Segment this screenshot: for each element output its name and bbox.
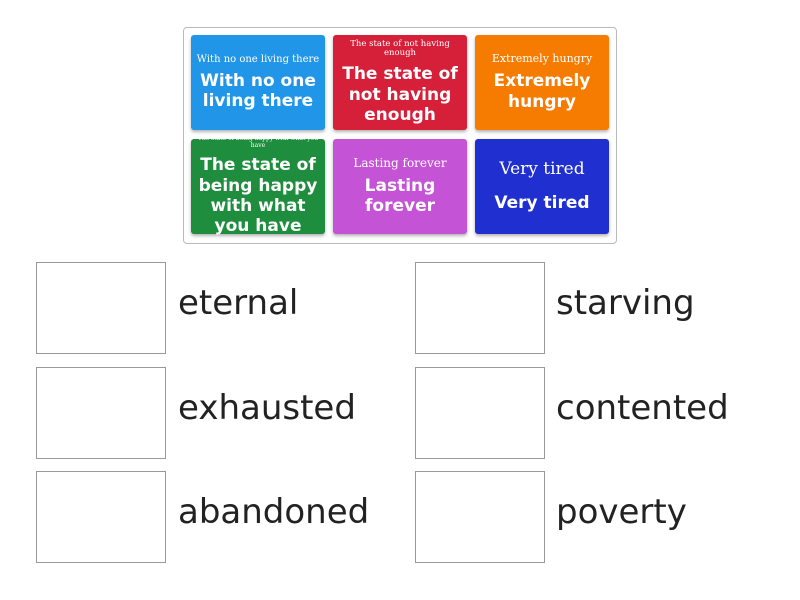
tile-text: Extremely hungry	[493, 71, 591, 112]
target-label: abandoned	[178, 492, 370, 532]
target-label: starving	[556, 283, 695, 323]
answer-tile[interactable]: Very tired Very tired	[475, 139, 609, 234]
tile-small-text: Lasting forever	[353, 155, 447, 170]
drop-zone[interactable]	[36, 471, 166, 563]
answer-tile[interactable]: The state of not having enough The state …	[333, 35, 467, 130]
target-label: poverty	[556, 492, 687, 532]
answer-tile[interactable]: The state of being happy with what you h…	[191, 135, 325, 237]
tile-text: The state of not having enough	[342, 64, 458, 126]
answer-tile[interactable]: With no one living there With no one livi…	[191, 35, 325, 130]
drop-zone[interactable]	[36, 262, 166, 354]
target-label: contented	[556, 388, 729, 428]
drop-zone[interactable]	[415, 471, 545, 563]
drop-zone[interactable]	[36, 367, 166, 459]
tile-small-text: With no one living there	[196, 53, 320, 65]
answer-tile[interactable]: Extremely hungry Extremely hungry	[475, 35, 609, 130]
drop-zone[interactable]	[415, 367, 545, 459]
target-label: eternal	[178, 283, 299, 323]
target-label: exhausted	[178, 388, 356, 428]
tile-small-text: The state of being happy with what you h…	[197, 135, 319, 149]
tile-small-text: Extremely hungry	[491, 52, 593, 66]
answer-tile[interactable]: Lasting forever Lasting forever	[333, 139, 467, 234]
tile-small-text: Very tired	[499, 158, 585, 179]
tile-text: The state of being happy with what you h…	[198, 155, 318, 237]
tile-text: Very tired	[494, 192, 590, 213]
tile-text: With no one living there	[200, 70, 316, 111]
tile-small-text: The state of not having enough	[350, 38, 450, 58]
drop-zone[interactable]	[415, 262, 545, 354]
tile-text: Lasting forever	[364, 175, 436, 217]
